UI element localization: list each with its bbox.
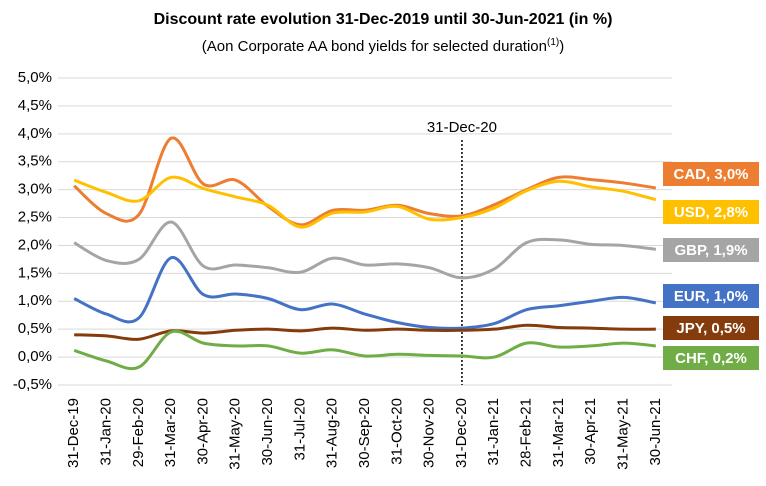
x-tick-label: 30-Apr-21	[582, 398, 599, 465]
series-label-box	[663, 238, 759, 262]
series-line	[73, 175, 657, 229]
series-label-box	[663, 316, 759, 340]
series-label-box	[663, 284, 759, 308]
y-tick-label: 0,5%	[18, 320, 52, 337]
y-tick-label: -0,5%	[13, 376, 52, 393]
x-tick-label: 31-Jul-20	[291, 398, 308, 461]
x-tick-label: 31-Aug-20	[324, 398, 341, 468]
x-tick-label: 31-Oct-20	[388, 398, 405, 465]
x-tick-label: 29-Feb-20	[130, 398, 147, 467]
chart-title: Discount rate evolution 31-Dec-2019 unti…	[154, 11, 613, 28]
y-tick-label: 0,0%	[18, 348, 52, 365]
x-tick-label: 30-Sep-20	[356, 398, 373, 468]
x-tick-label: 30-Apr-20	[194, 398, 211, 465]
y-tick-label: 2,0%	[18, 236, 52, 253]
series-label-box	[663, 346, 759, 370]
chart-subtitle: (Aon Corporate AA bond yields for select…	[202, 37, 564, 55]
y-tick-label: 4,5%	[18, 97, 52, 114]
series-line	[74, 323, 656, 341]
annotation-label: 31-Dec-20	[427, 119, 497, 136]
x-tick-label: 31-Jan-21	[485, 398, 502, 466]
x-tick-label: 30-Jun-20	[259, 398, 276, 466]
x-tick-label: 30-Nov-20	[421, 398, 438, 468]
series-line	[73, 329, 656, 371]
x-tick-label: 31-Dec-20	[453, 398, 470, 468]
series-line	[73, 220, 657, 280]
x-tick-label: 31-Dec-19	[65, 398, 82, 468]
series-label-box	[663, 162, 759, 186]
series-line	[73, 256, 657, 330]
y-tick-label: 4,0%	[18, 125, 52, 142]
series-label-box	[663, 200, 759, 224]
footnote-marker: (1)	[547, 37, 559, 48]
series-label: USD, 2,8%	[674, 204, 748, 221]
y-tick-label: 2,5%	[18, 209, 52, 226]
x-tick-label: 31-May-20	[227, 398, 244, 470]
x-tick-label: 31-Mar-20	[162, 398, 179, 467]
series-line	[73, 136, 657, 227]
series-label: JPY, 0,5%	[676, 320, 745, 337]
series-label: GBP, 1,9%	[674, 242, 747, 259]
x-tick-label: 31-Jan-20	[97, 398, 114, 466]
x-tick-label: 28-Feb-21	[518, 398, 535, 467]
x-tick-label: 31-Mar-21	[550, 398, 567, 467]
x-tick-label: 30-Jun-21	[647, 398, 664, 466]
y-tick-label: 3,5%	[18, 153, 52, 170]
y-tick-label: 5,0%	[18, 69, 52, 86]
y-tick-label: 3,0%	[18, 181, 52, 198]
subtitle-text: (Aon Corporate AA bond yields for select…	[202, 38, 547, 55]
y-tick-label: 1,5%	[18, 264, 52, 281]
series-label: CAD, 3,0%	[673, 166, 748, 183]
subtitle-text: )	[559, 38, 564, 55]
x-tick-label: 31-May-21	[614, 398, 631, 470]
series-label: CHF, 0,2%	[675, 350, 747, 367]
series-label: EUR, 1,0%	[674, 288, 748, 305]
y-tick-label: 1,0%	[18, 292, 52, 309]
